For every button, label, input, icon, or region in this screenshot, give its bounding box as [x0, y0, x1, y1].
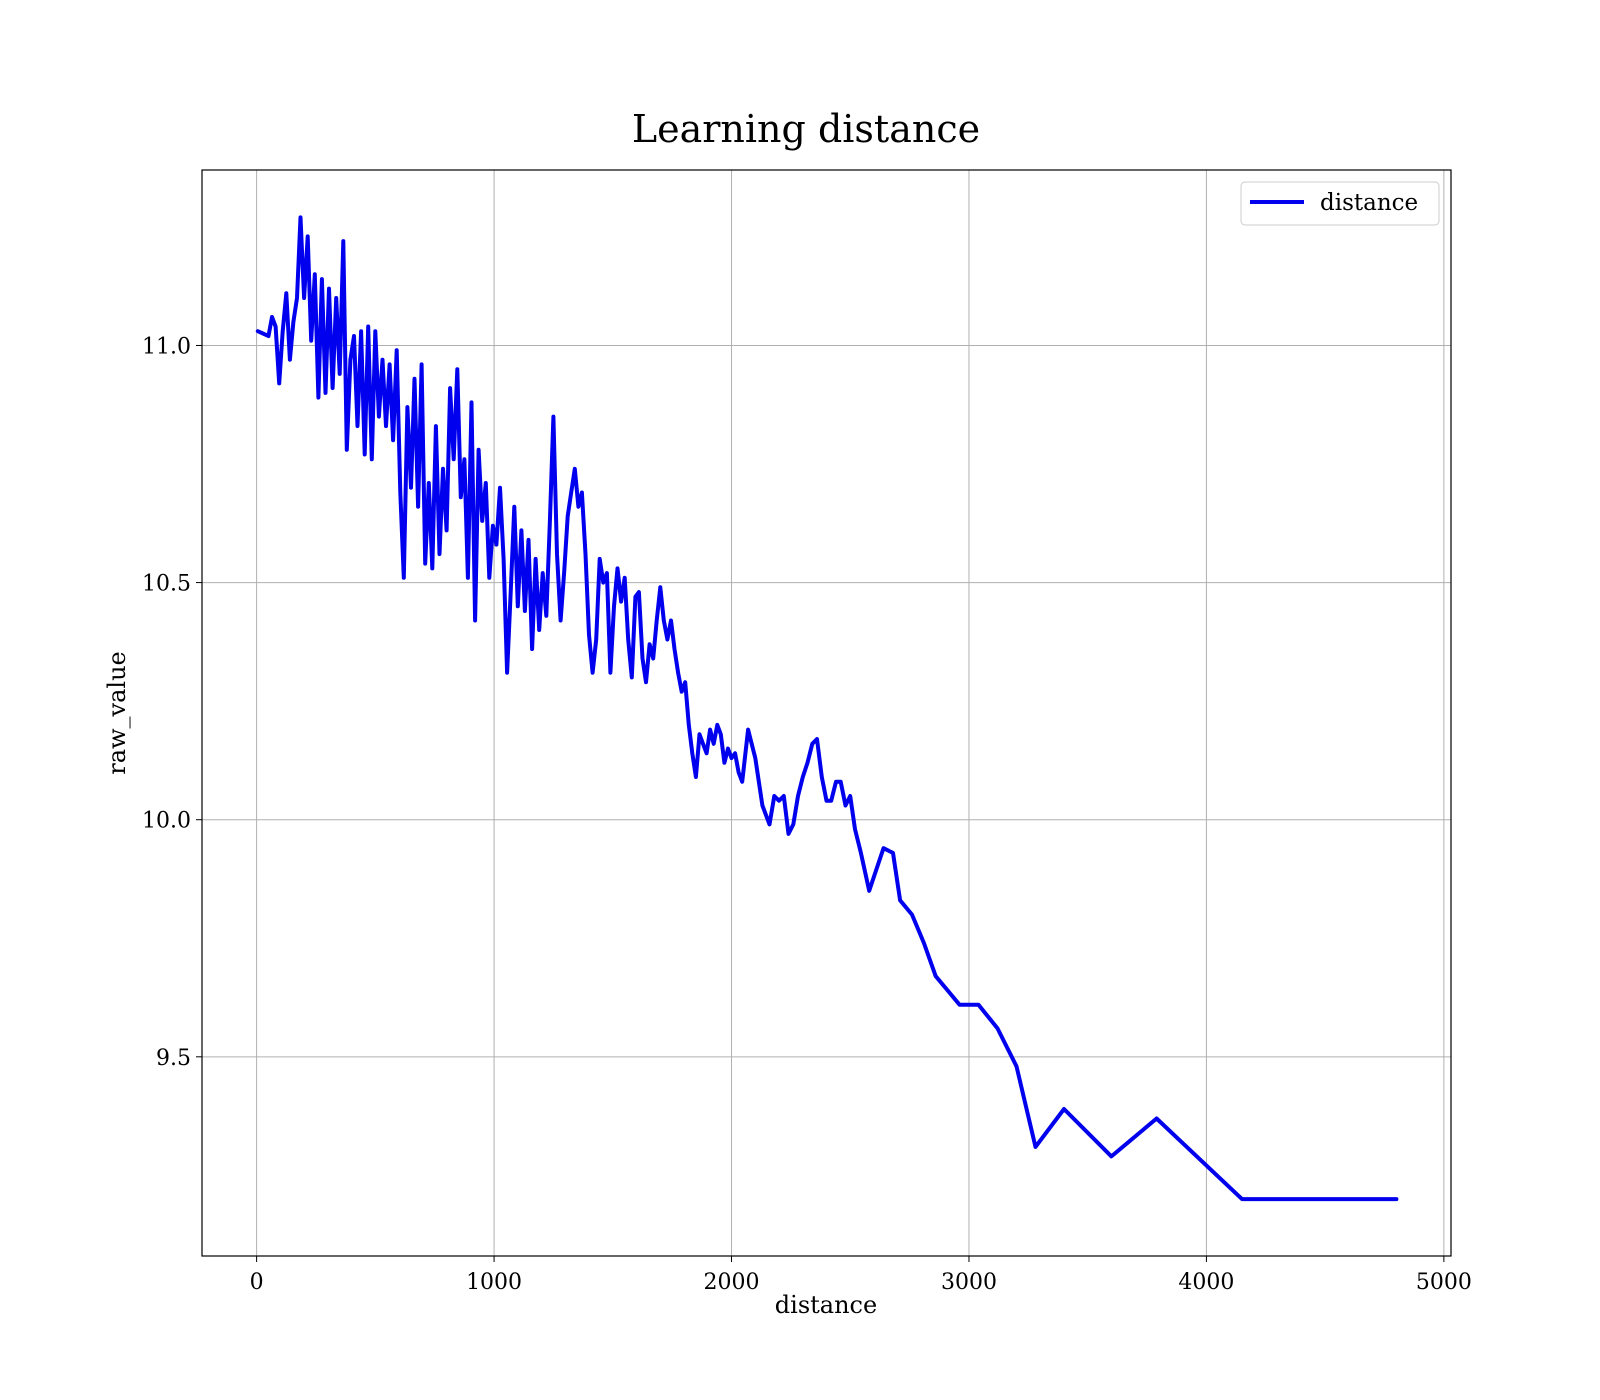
plot-frame: [201, 169, 1452, 1257]
x-axis-label: distance: [775, 1291, 877, 1319]
x-tick-label: 2000: [704, 1270, 760, 1295]
grid: [202, 170, 1451, 1256]
axis-ticks: 0 1000 2000 3000 4000 5000 9.5 10.0 10.5 11.0: [142, 334, 1472, 1295]
series-line-distance: [255, 215, 1399, 1202]
y-tick-label: 11.0: [142, 334, 191, 359]
chart-title: Learning distance: [632, 107, 980, 151]
x-tick-label: 3000: [941, 1270, 997, 1295]
legend-box: [1240, 181, 1440, 226]
legend: distance: [1240, 181, 1440, 226]
series-layer: [255, 215, 1399, 1202]
x-tick-label: 1000: [466, 1270, 522, 1295]
x-tick-label: 5000: [1416, 1270, 1472, 1295]
y-tick-label: 10.0: [142, 809, 191, 834]
x-tick-label: 0: [250, 1270, 264, 1295]
x-tick-label: 4000: [1178, 1270, 1234, 1295]
y-axis-label: raw_value: [103, 651, 131, 775]
legend-label: distance: [1320, 190, 1418, 216]
y-tick-label: 9.5: [156, 1046, 191, 1071]
y-tick-label: 10.5: [142, 572, 191, 597]
